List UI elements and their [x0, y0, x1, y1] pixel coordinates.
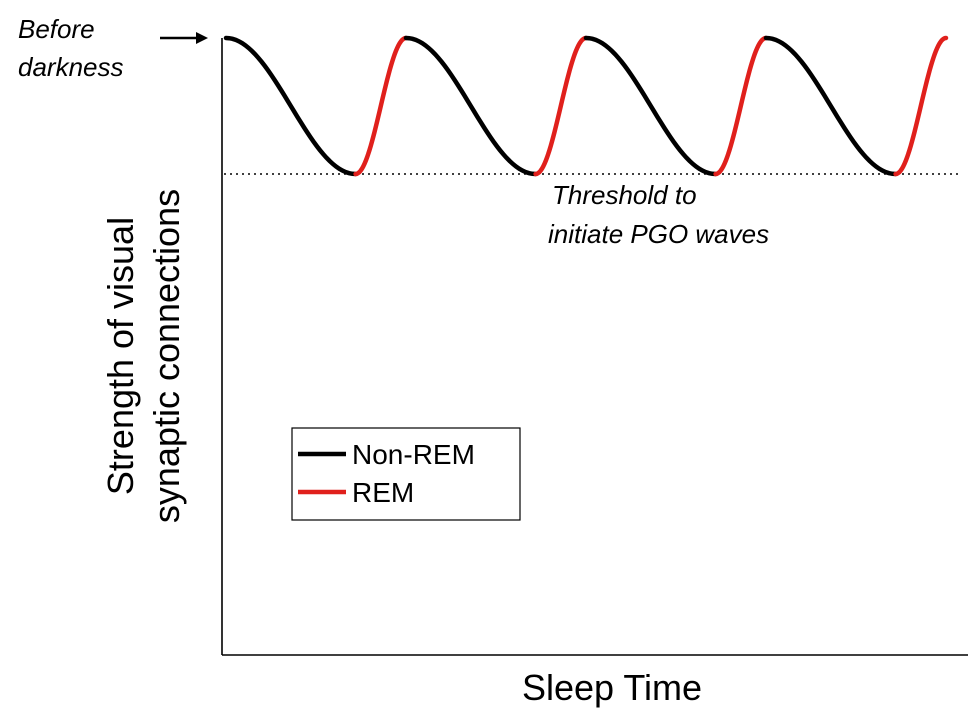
rem-segment-0	[353, 35, 409, 177]
non-rem-segment-0	[223, 35, 358, 177]
non-rem-segment-1	[403, 35, 538, 177]
legend: Non-REM REM	[291, 427, 521, 521]
rem-segment-2	[713, 35, 769, 177]
non-rem-segment-3	[763, 35, 898, 177]
non-rem-segment-2	[583, 35, 718, 177]
start-annotation-line-1: Before	[18, 14, 95, 44]
rem-segment-3	[893, 35, 949, 177]
threshold-label-line-1: Threshold to	[552, 180, 697, 210]
start-arrow	[160, 32, 208, 44]
curve-layer	[223, 35, 949, 177]
legend-box	[291, 427, 521, 521]
x-axis-label: Sleep Time	[522, 667, 702, 708]
rem-segment-1	[533, 35, 589, 177]
legend-label-rem: REM	[352, 477, 414, 508]
threshold-label-line-2: initiate PGO waves	[548, 219, 769, 249]
y-axis-label-line-1: Strength of visual	[100, 217, 141, 495]
legend-label-non-rem: Non-REM	[352, 439, 475, 470]
start-annotation-line-2: darkness	[18, 52, 124, 82]
y-axis-label: Strength of visual synaptic connections	[100, 189, 187, 523]
y-axis-label-line-2: synaptic connections	[146, 189, 187, 523]
